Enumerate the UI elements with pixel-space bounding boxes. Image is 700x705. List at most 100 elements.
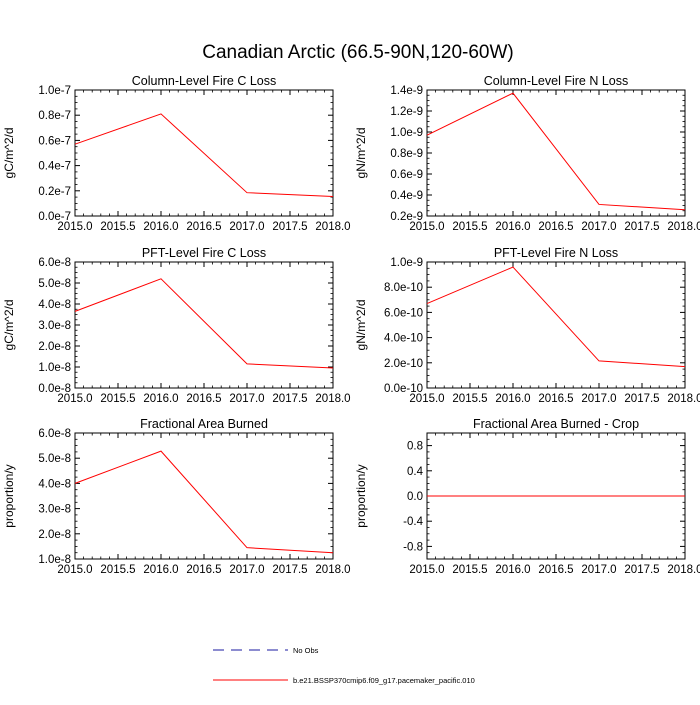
y-axis-label: proportion/y — [2, 464, 16, 527]
panel-title: Column-Level Fire N Loss — [484, 74, 629, 88]
x-tick-label: 2015.5 — [452, 564, 487, 576]
y-tick-label: 6.0e-10 — [384, 307, 423, 319]
y-tick-label: 0.0e-8 — [38, 383, 71, 395]
y-tick-label: 2.0e-8 — [38, 529, 71, 541]
series-line-1 — [75, 451, 333, 553]
series-line-1 — [427, 93, 685, 210]
y-tick-label: -0.8 — [403, 541, 423, 553]
y-tick-label: 1.0e-7 — [38, 85, 71, 97]
x-tick-label: 2015.5 — [100, 393, 135, 405]
panels: Column-Level Fire C Loss gC/m^2/d 2015.0 20… — [2, 74, 700, 576]
y-tick-label: 0.4e-7 — [38, 161, 71, 173]
y-tick-label: 1.2e-9 — [390, 106, 423, 118]
y-tick-label: 6.0e-8 — [38, 257, 71, 269]
y-axis-label: gC/m^2/d — [2, 128, 16, 179]
y-tick-label: 4.0e-10 — [384, 333, 423, 345]
y-tick-label: 4.0e-8 — [38, 478, 71, 490]
y-tick-label: 0.6e-9 — [390, 169, 423, 181]
y-tick-label: 6.0e-8 — [38, 428, 71, 440]
x-tick-label: 2017.5 — [624, 564, 659, 576]
y-tick-label: 5.0e-8 — [38, 453, 71, 465]
y-tick-label: 0.2e-7 — [38, 186, 71, 198]
y-axis-label: gN/m^2/d — [354, 300, 368, 351]
x-tick-label: 2016.5 — [186, 221, 221, 233]
y-tick-label: -0.4 — [403, 516, 423, 528]
y-tick-label: 1.4e-9 — [390, 85, 423, 97]
y-tick-label: 1.0e-8 — [38, 362, 71, 374]
x-tick-label: 2016.5 — [538, 393, 573, 405]
y-tick-label: 1.0e-9 — [390, 257, 423, 269]
x-tick-label: 2016.5 — [538, 564, 573, 576]
figure-title: Canadian Arctic (66.5-90N,120-60W) — [202, 42, 514, 63]
y-axis-label: gC/m^2/d — [2, 300, 16, 351]
y-tick-label: 0.0 — [407, 491, 423, 503]
plot-frame — [427, 90, 685, 216]
plot-frame — [427, 262, 685, 388]
series-line-1 — [75, 279, 333, 368]
legend-label-2: b.e21.BSSP370cmip6.f09_g17.pacemaker_pac… — [293, 676, 475, 685]
x-tick-label: 2018.0 — [315, 564, 350, 576]
x-tick-label: 2016.0 — [495, 393, 530, 405]
plot-frame — [75, 433, 333, 559]
x-tick-label: 2015.5 — [452, 221, 487, 233]
x-tick-label: 2015.5 — [452, 393, 487, 405]
x-tick-label: 2017.0 — [581, 564, 616, 576]
legend: No Obs b.e21.BSSP370cmip6.f09_g17.pacemak… — [213, 646, 475, 685]
x-tick-label: 2016.0 — [495, 564, 530, 576]
y-tick-label: 0.6e-7 — [38, 135, 71, 147]
chart-panel-6: Fractional Area Burned - Crop proportion/… — [354, 417, 700, 576]
x-tick-label: 2015.5 — [100, 564, 135, 576]
y-tick-label: 0.8e-7 — [38, 110, 71, 122]
panel-title: Column-Level Fire C Loss — [132, 74, 277, 88]
x-tick-label: 2018.0 — [315, 393, 350, 405]
y-tick-label: 8.0e-10 — [384, 282, 423, 294]
y-tick-label: 3.0e-8 — [38, 504, 71, 516]
chart-panel-5: Fractional Area Burnedproportion/y2015.0… — [2, 417, 351, 576]
x-tick-label: 2016.0 — [143, 393, 178, 405]
x-tick-label: 2017.5 — [272, 393, 307, 405]
y-tick-label: 0.8e-9 — [390, 148, 423, 160]
y-tick-label: 3.0e-8 — [38, 320, 71, 332]
legend-label-1: No Obs — [293, 646, 319, 655]
panel-title: Fractional Area Burned — [140, 417, 268, 431]
x-tick-label: 2016.0 — [143, 564, 178, 576]
x-tick-label: 2015.0 — [409, 564, 444, 576]
y-tick-label: 1.0e-8 — [38, 554, 71, 566]
plot-frame — [75, 262, 333, 388]
x-tick-label: 2015.5 — [100, 221, 135, 233]
x-tick-label: 2016.5 — [186, 393, 221, 405]
x-tick-label: 2018.0 — [315, 221, 350, 233]
y-tick-label: 0.4 — [407, 466, 424, 478]
y-tick-label: 0.2e-9 — [390, 211, 423, 223]
panel-title: PFT-Level Fire C Loss — [142, 246, 266, 260]
y-tick-label: 4.0e-8 — [38, 299, 71, 311]
x-tick-label: 2017.5 — [624, 393, 659, 405]
series-line-1 — [75, 114, 333, 197]
x-tick-label: 2018.0 — [667, 564, 700, 576]
y-tick-label: 5.0e-8 — [38, 278, 71, 290]
y-tick-label: 2.0e-10 — [384, 358, 423, 370]
panel-title: Fractional Area Burned - Crop — [473, 417, 639, 431]
y-tick-label: 1.0e-9 — [390, 127, 423, 139]
x-tick-label: 2016.0 — [143, 221, 178, 233]
x-tick-label: 2018.0 — [667, 221, 700, 233]
x-tick-label: 2017.0 — [229, 564, 264, 576]
series-line-1 — [427, 267, 685, 367]
y-tick-label: 2.0e-8 — [38, 341, 71, 353]
x-tick-label: 2017.0 — [229, 393, 264, 405]
x-tick-label: 2017.5 — [272, 221, 307, 233]
y-tick-label: 0.0e-10 — [384, 383, 423, 395]
x-tick-label: 2017.0 — [581, 393, 616, 405]
y-axis-label: gN/m^2/d — [354, 128, 368, 179]
panel-title: PFT-Level Fire N Loss — [494, 246, 618, 260]
x-tick-label: 2016.0 — [495, 221, 530, 233]
y-tick-label: 0.4e-9 — [390, 190, 423, 202]
x-tick-label: 2017.5 — [624, 221, 659, 233]
y-axis-label: proportion/y — [354, 464, 368, 527]
y-tick-label: 0.8 — [407, 441, 423, 453]
x-tick-label: 2016.5 — [186, 564, 221, 576]
